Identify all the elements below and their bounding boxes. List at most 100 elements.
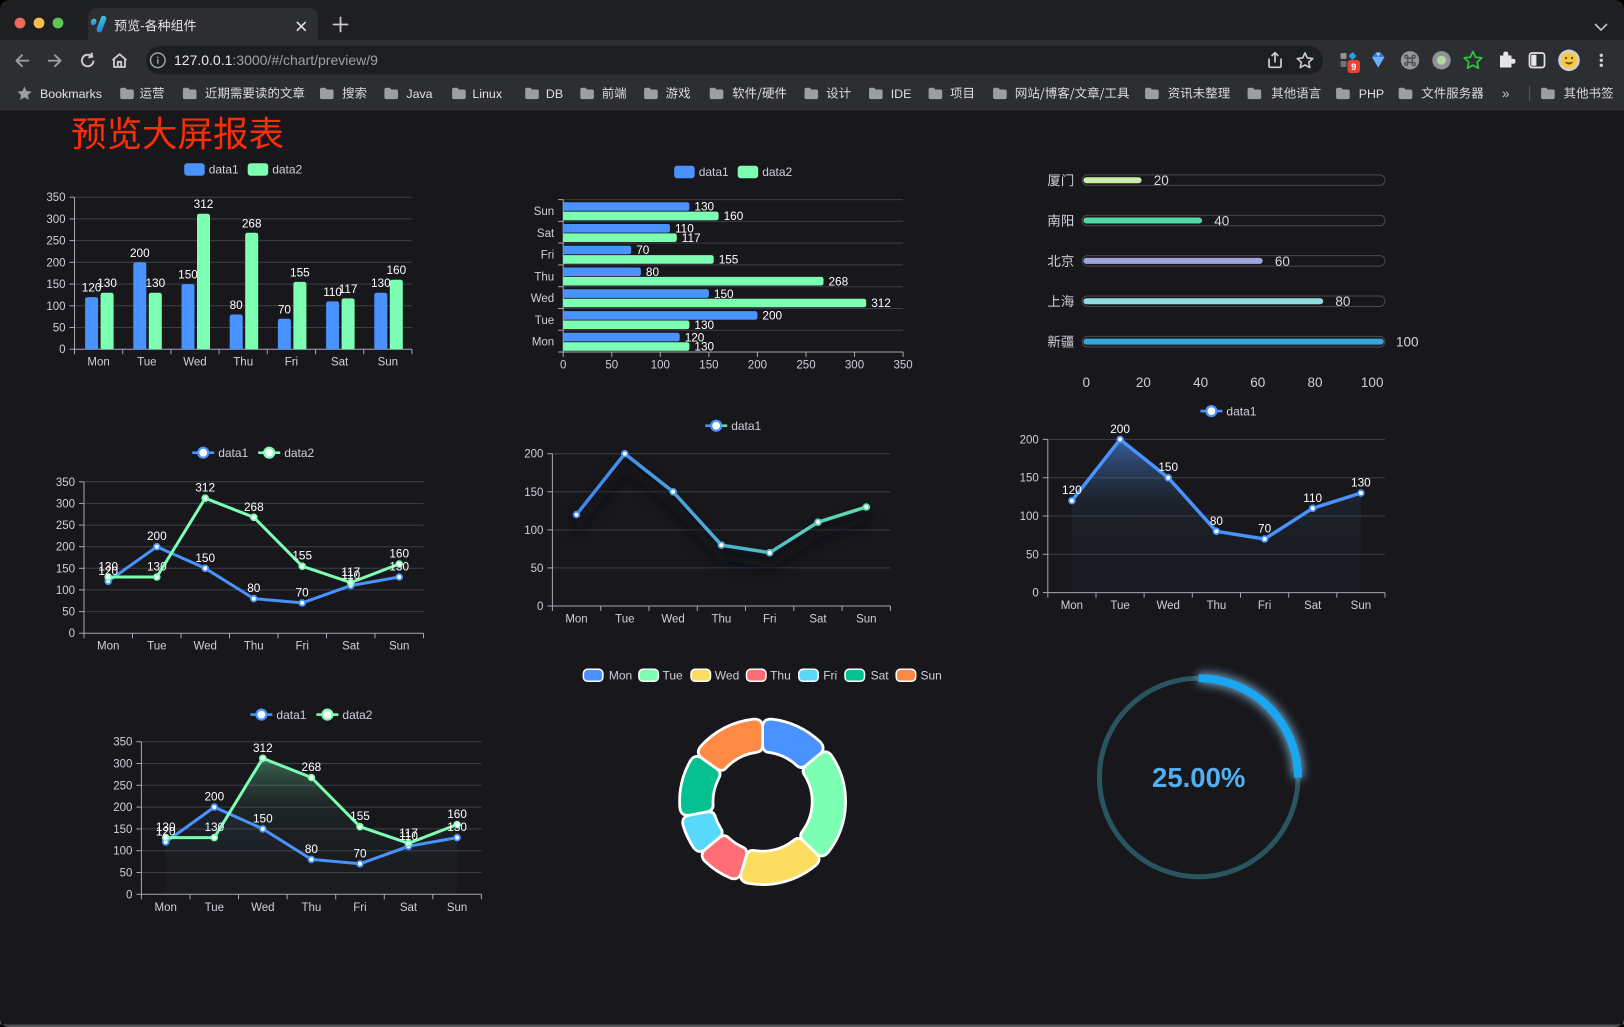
svg-text:312: 312 <box>194 197 214 211</box>
svg-text:130: 130 <box>97 276 117 290</box>
svg-text:80: 80 <box>1307 375 1322 390</box>
svg-text:70: 70 <box>296 585 310 599</box>
svg-text:Wed: Wed <box>1156 600 1179 612</box>
svg-text:Wed: Wed <box>193 641 216 653</box>
svg-text:160: 160 <box>389 547 409 561</box>
svg-text:Tue: Tue <box>1110 600 1129 612</box>
svg-text:150: 150 <box>195 551 215 565</box>
svg-text:130: 130 <box>389 560 409 574</box>
svg-text:Fri: Fri <box>353 902 366 914</box>
svg-text:250: 250 <box>56 520 75 532</box>
svg-text:Tue: Tue <box>205 902 224 914</box>
svg-text:60: 60 <box>1275 254 1290 269</box>
svg-text:50: 50 <box>1026 549 1039 561</box>
svg-text:Thu: Thu <box>711 614 731 626</box>
svg-text:data2: data2 <box>342 708 372 722</box>
svg-text:300: 300 <box>845 360 864 372</box>
svg-text:120: 120 <box>98 564 118 578</box>
svg-text:100: 100 <box>524 525 543 537</box>
svg-text:DB: DB <box>546 87 563 101</box>
svg-text:Sun: Sun <box>1351 600 1371 612</box>
svg-text:50: 50 <box>605 360 618 372</box>
svg-text:350: 350 <box>894 360 913 372</box>
svg-text:300: 300 <box>46 214 65 226</box>
svg-text:40: 40 <box>1193 375 1208 390</box>
svg-text:Wed: Wed <box>715 669 739 683</box>
svg-text:data1: data1 <box>218 446 248 460</box>
svg-text:160: 160 <box>447 807 467 821</box>
svg-text:150: 150 <box>1020 473 1039 485</box>
svg-text:150: 150 <box>113 824 132 836</box>
svg-text:Tue: Tue <box>615 614 634 626</box>
svg-text:250: 250 <box>796 360 815 372</box>
svg-text:100: 100 <box>1396 335 1419 350</box>
svg-text:120: 120 <box>156 825 176 839</box>
svg-text:Fri: Fri <box>285 357 298 369</box>
svg-text:Tue: Tue <box>535 315 554 327</box>
svg-text:130: 130 <box>98 560 118 574</box>
svg-text:100: 100 <box>113 846 132 858</box>
svg-text:130: 130 <box>156 820 176 834</box>
svg-text:150: 150 <box>1158 460 1178 474</box>
svg-text:Thu: Thu <box>233 357 253 369</box>
svg-text:80: 80 <box>646 265 660 279</box>
svg-text:200: 200 <box>1110 422 1130 436</box>
svg-text:200: 200 <box>56 542 75 554</box>
svg-text:Bookmarks: Bookmarks <box>40 87 102 101</box>
svg-text:130: 130 <box>1351 476 1371 490</box>
svg-text:150: 150 <box>253 811 273 825</box>
svg-text:130: 130 <box>145 276 165 290</box>
svg-text:120: 120 <box>685 330 705 344</box>
svg-text:130: 130 <box>447 820 467 834</box>
svg-text:data1: data1 <box>276 708 306 722</box>
svg-text:150: 150 <box>46 279 65 291</box>
svg-text:200: 200 <box>762 309 782 323</box>
svg-text:127.0.0.1: 127.0.0.1 <box>174 52 233 68</box>
svg-text:110: 110 <box>1303 491 1322 505</box>
svg-text:350: 350 <box>56 477 75 489</box>
svg-text:Thu: Thu <box>1206 600 1226 612</box>
svg-text:100: 100 <box>1020 511 1039 523</box>
svg-text:PHP: PHP <box>1359 87 1384 101</box>
svg-text:0: 0 <box>1032 588 1038 600</box>
svg-text:Fri: Fri <box>763 614 776 626</box>
svg-text:50: 50 <box>62 607 75 619</box>
svg-text:IDE: IDE <box>891 87 912 101</box>
svg-text:268: 268 <box>829 274 849 288</box>
svg-text:100: 100 <box>1361 375 1384 390</box>
svg-text:110: 110 <box>675 222 694 236</box>
svg-text:0: 0 <box>59 344 65 356</box>
svg-text:268: 268 <box>242 216 262 230</box>
svg-text:Sat: Sat <box>871 669 890 683</box>
svg-text:155: 155 <box>719 253 739 267</box>
svg-text:0: 0 <box>69 628 75 640</box>
svg-text:268: 268 <box>244 500 264 514</box>
svg-text:110: 110 <box>399 829 418 843</box>
svg-text:Sun: Sun <box>378 357 398 369</box>
svg-text:50: 50 <box>120 868 133 880</box>
svg-text:150: 150 <box>699 360 718 372</box>
svg-text:100: 100 <box>56 585 75 597</box>
svg-text:data2: data2 <box>272 163 302 177</box>
svg-text:Wed: Wed <box>661 614 684 626</box>
svg-text:312: 312 <box>871 296 891 310</box>
svg-text:200: 200 <box>147 529 167 543</box>
svg-text:Tue: Tue <box>137 357 156 369</box>
svg-text:Java: Java <box>406 87 432 101</box>
svg-text:Sat: Sat <box>331 357 349 369</box>
svg-text:Mon: Mon <box>532 337 554 349</box>
svg-text:70: 70 <box>1258 522 1272 536</box>
svg-text:200: 200 <box>46 257 65 269</box>
svg-text::3000/#/chart/preview/9: :3000/#/chart/preview/9 <box>232 52 378 68</box>
svg-text:350: 350 <box>46 192 65 204</box>
svg-text:250: 250 <box>113 780 132 792</box>
svg-text:Sun: Sun <box>447 902 467 914</box>
svg-text:9: 9 <box>1351 62 1356 73</box>
svg-text:Sun: Sun <box>856 614 876 626</box>
svg-text:data1: data1 <box>209 163 239 177</box>
svg-text:70: 70 <box>278 302 292 316</box>
svg-text:268: 268 <box>302 760 322 774</box>
svg-text:Mon: Mon <box>565 614 587 626</box>
svg-text:40: 40 <box>1214 214 1229 229</box>
svg-text:Mon: Mon <box>97 641 119 653</box>
